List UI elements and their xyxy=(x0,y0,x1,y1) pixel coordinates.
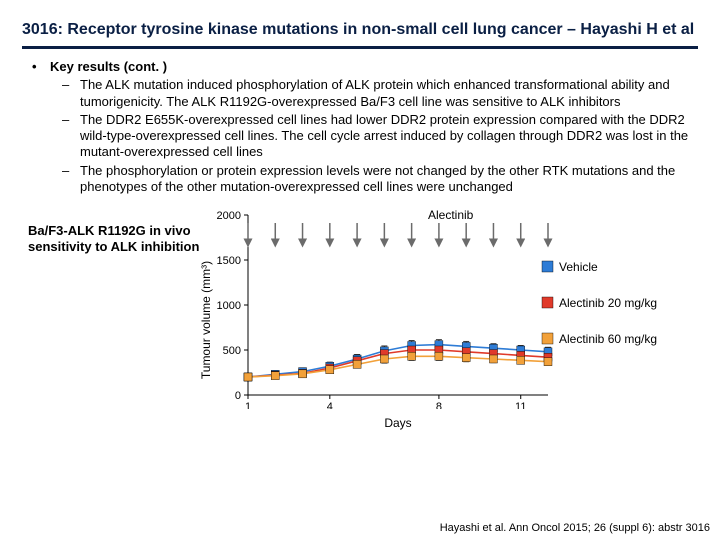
svg-text:1000: 1000 xyxy=(217,300,241,312)
svg-text:2000: 2000 xyxy=(217,210,241,222)
bullet-sub: The DDR2 E655K-overexpressed cell lines … xyxy=(22,112,698,161)
x-axis-label: Days xyxy=(248,416,548,430)
bullet-sub: The phosphorylation or protein expressio… xyxy=(22,163,698,196)
slide-title: 3016: Receptor tyrosine kinase mutations… xyxy=(22,20,698,40)
svg-text:4: 4 xyxy=(327,401,333,409)
svg-text:Alectinib: Alectinib xyxy=(428,209,474,222)
svg-text:8: 8 xyxy=(436,401,442,409)
title-rule xyxy=(22,46,698,49)
svg-text:Alectinib 60 mg/kg: Alectinib 60 mg/kg xyxy=(559,332,657,346)
citation: Hayashi et al. Ann Oncol 2015; 26 (suppl… xyxy=(440,522,710,534)
body-text: Key results (cont. ) The ALK mutation in… xyxy=(22,59,698,195)
chart-svg: 0 500 1000 1500 2000 1 4 8 11 Alectinib Vehicle Ale… xyxy=(212,209,682,409)
svg-text:Vehicle: Vehicle xyxy=(559,260,598,274)
svg-text:Alectinib 20 mg/kg: Alectinib 20 mg/kg xyxy=(559,296,657,310)
chart-caption: Ba/F3-ALK R1192G in vivo sensitivity to … xyxy=(22,209,212,430)
y-axis-label: Tumour volume (mm³) xyxy=(199,260,213,378)
svg-text:500: 500 xyxy=(223,345,241,357)
svg-text:1: 1 xyxy=(245,401,251,409)
bullet-lead: Key results (cont. ) xyxy=(22,59,698,75)
bullet-sub: The ALK mutation induced phosphorylation… xyxy=(22,77,698,110)
chart: Tumour volume (mm³) 05001000150020001481… xyxy=(212,209,698,430)
svg-text:11: 11 xyxy=(515,401,526,409)
svg-text:1500: 1500 xyxy=(217,255,241,267)
svg-text:0: 0 xyxy=(235,390,241,402)
